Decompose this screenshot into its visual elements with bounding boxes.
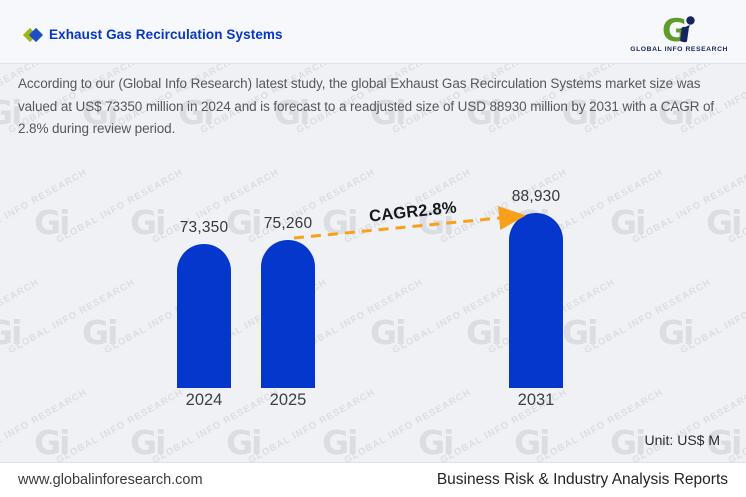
bar-2031 bbox=[509, 213, 563, 388]
page-title: Exhaust Gas Recirculation Systems bbox=[49, 27, 283, 42]
value-label: 75,260 bbox=[263, 215, 313, 232]
bar-2025 bbox=[261, 240, 315, 388]
main-content: According to our (Global Info Research) … bbox=[0, 64, 746, 462]
bar-2024 bbox=[177, 244, 231, 388]
website-link[interactable]: www.globalinforesearch.com bbox=[18, 472, 203, 488]
diamond-bullet-icon bbox=[22, 27, 44, 42]
brand-name: GLOBAL INFO RESEARCH bbox=[630, 45, 728, 53]
category-label: 2025 bbox=[269, 391, 307, 409]
market-summary-text: According to our (Global Info Research) … bbox=[18, 76, 715, 136]
footer: www.globalinforesearch.com Business Risk… bbox=[0, 462, 746, 497]
cagr-trend-arrow bbox=[293, 206, 526, 240]
footer-tagline: Business Risk & Industry Analysis Report… bbox=[436, 471, 728, 488]
value-label: 73,350 bbox=[179, 219, 229, 236]
gi-logo-icon: G bbox=[662, 13, 695, 45]
value-label: 88,930 bbox=[511, 188, 561, 205]
title-block: Exhaust Gas Recirculation Systems bbox=[22, 27, 283, 42]
unit-label: Unit: US$ M bbox=[644, 432, 720, 448]
header: Exhaust Gas Recirculation Systems G GLOB… bbox=[0, 0, 746, 64]
brand-logo: G GLOBAL INFO RESEARCH bbox=[630, 13, 728, 53]
category-label: 2024 bbox=[185, 391, 223, 409]
category-label: 2031 bbox=[517, 391, 555, 409]
